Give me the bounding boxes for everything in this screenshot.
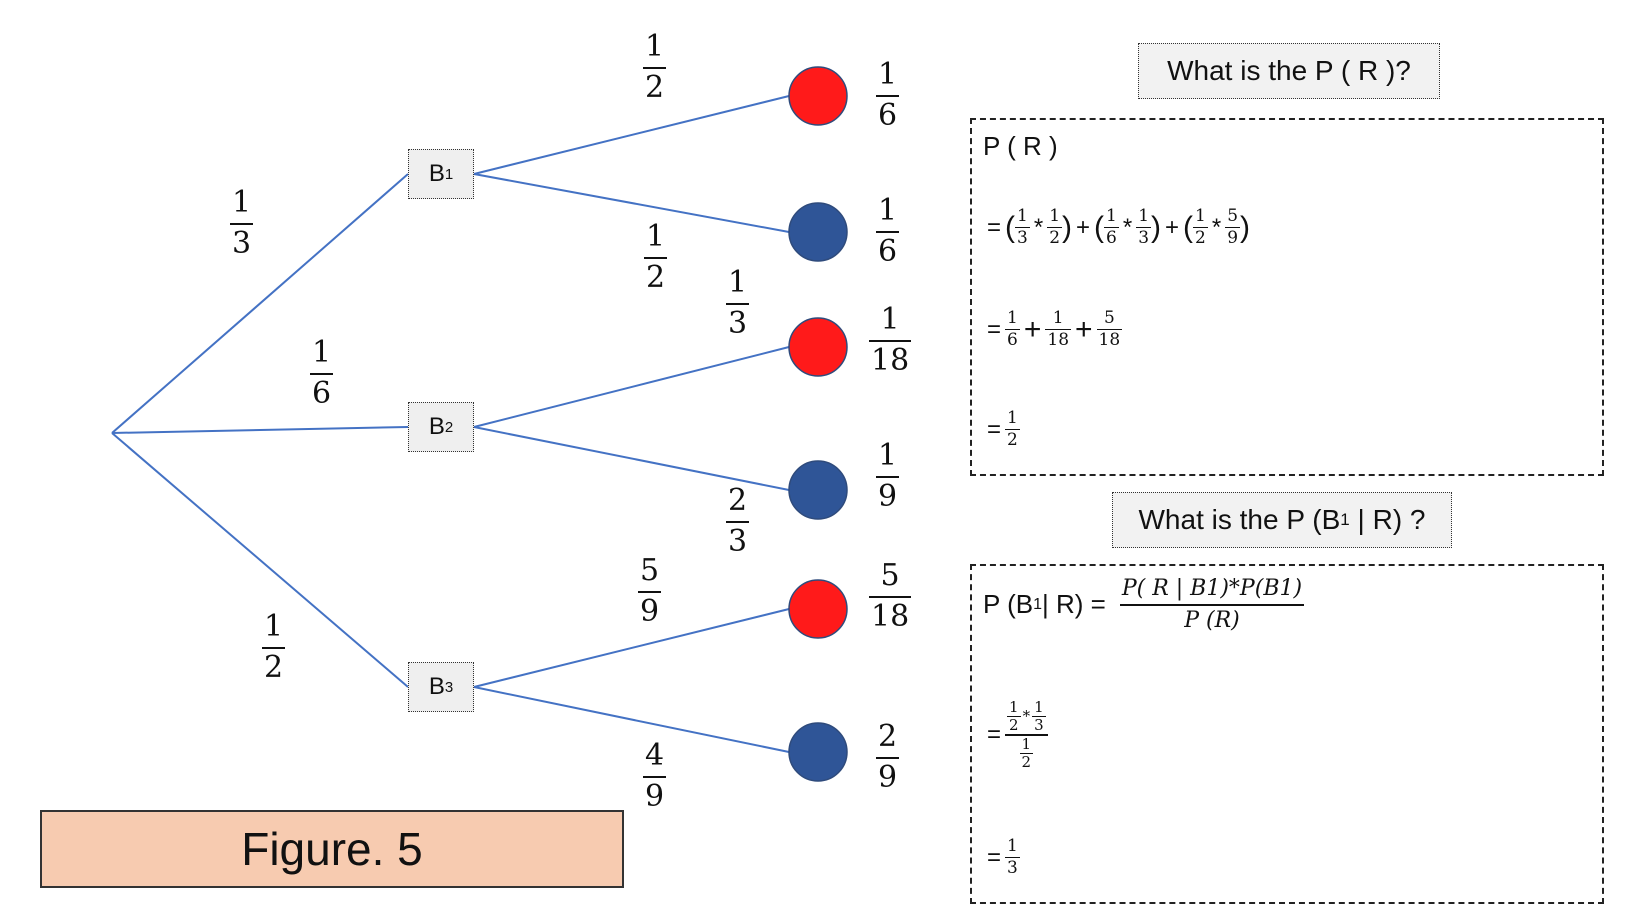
joint-prob-3: 1 18 bbox=[869, 302, 912, 378]
q1-sum-frac-2: 1 18 bbox=[1045, 308, 1072, 351]
question-2-title: What is the P (B 1 | R) ? bbox=[1112, 492, 1452, 548]
question-1-calculation bbox=[970, 118, 1604, 476]
tree-branches bbox=[111, 95, 790, 753]
blue-outcome-circle-2 bbox=[788, 202, 848, 262]
red-outcome-circle-5 bbox=[788, 579, 848, 639]
q1-sum-frac-3: 5 18 bbox=[1096, 308, 1123, 351]
outcome-circles bbox=[788, 66, 848, 782]
branch-root-b1 bbox=[111, 173, 409, 434]
branch-root-b3 bbox=[111, 432, 409, 688]
figure-label: Figure. 5 bbox=[40, 810, 624, 888]
branch-b3-outcome-5 bbox=[473, 608, 790, 688]
question-2-calculation bbox=[970, 564, 1604, 904]
q2-bayes-row: P (B 1 | R) = P( R | B1)*P(B1) P (R) bbox=[983, 576, 1305, 633]
blue-outcome-circle-6 bbox=[788, 722, 848, 782]
branch-b2-outcome-4 bbox=[473, 426, 790, 491]
branch-b2-outcome-3 bbox=[473, 346, 790, 428]
branch-b3-outcome-6 bbox=[473, 686, 790, 753]
q2-bayes-formula: P( R | B1)*P(B1) P (R) bbox=[1119, 576, 1305, 633]
branch-b1-outcome-1 bbox=[473, 95, 790, 175]
red-outcome-circle-1 bbox=[788, 66, 848, 126]
question-1-title: What is the P ( R )? bbox=[1138, 43, 1440, 99]
blue-outcome-circle-4 bbox=[788, 460, 848, 520]
q1-line-p-r: P ( R ) bbox=[983, 131, 1058, 161]
joint-prob-5: 5 18 bbox=[869, 558, 912, 634]
branch-root-b2 bbox=[111, 426, 409, 434]
red-outcome-circle-3 bbox=[788, 317, 848, 377]
branch-b1-outcome-2 bbox=[473, 173, 790, 233]
